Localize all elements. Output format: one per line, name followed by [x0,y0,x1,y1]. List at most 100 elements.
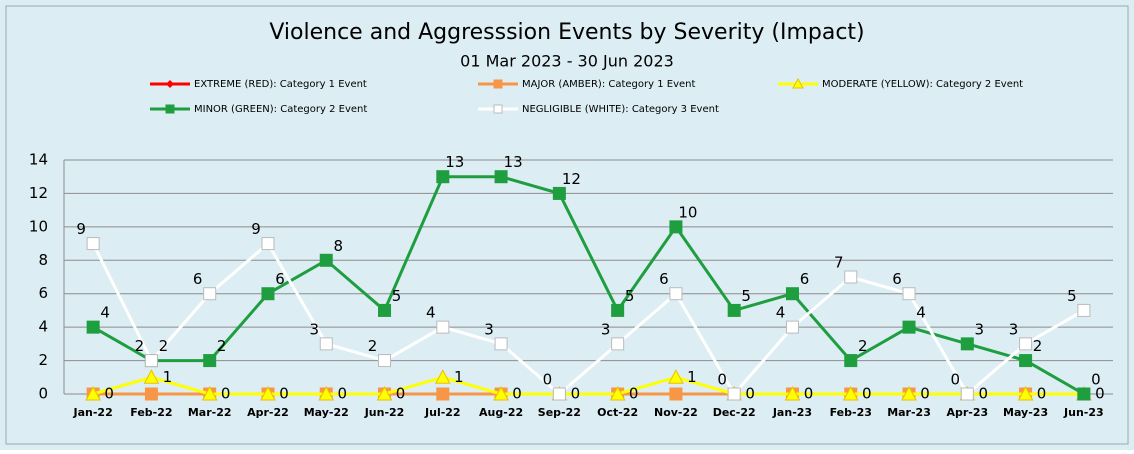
data-point [785,320,799,334]
series-line [91,241,1085,397]
legend-label: MODERATE (YELLOW): Category 2 Event [822,79,1023,90]
y-tick-label: 10 [29,217,48,235]
x-tick-label: Oct-22 [597,406,638,419]
data-point [203,287,217,301]
data-label: 6 [800,270,810,288]
data-label: 9 [76,220,86,238]
data-point [669,387,683,401]
x-tick-label: Feb-23 [830,406,872,419]
data-point [143,369,160,384]
data-label: 0 [104,385,114,403]
data-point [842,385,859,401]
x-tick-label: Mar-23 [887,406,931,419]
data-point [902,320,916,334]
legend-label: MAJOR (AMBER): Category 1 Event [522,79,695,90]
data-label: 4 [100,304,110,322]
data-point [436,387,450,401]
data-label: 0 [571,385,581,403]
data-point [434,369,451,384]
data-point [86,237,100,251]
data-point [784,385,801,401]
data-label: 3 [484,320,494,338]
data-point [378,303,392,317]
legend-label: MINOR (GREEN): Category 2 Event [194,104,367,115]
data-label: 2 [217,337,227,355]
data-point [844,354,858,368]
legend-marker [165,104,175,114]
data-point [611,303,625,317]
x-tick-label: Apr-22 [247,406,289,419]
data-point [203,354,217,368]
data-point [960,387,974,401]
data-label: 13 [504,153,523,171]
data-label: 1 [454,368,464,386]
data-point [201,385,218,401]
legend-marker [493,104,503,114]
data-point [1077,303,1091,317]
data-point [376,385,393,401]
x-tick-label: Nov-22 [654,406,698,419]
data-label: 6 [659,270,669,288]
data-label: 2 [858,337,868,355]
data-point [669,287,683,301]
data-label: 6 [193,270,203,288]
data-label: 0 [717,371,727,389]
data-point [552,387,566,401]
data-label: 0 [629,385,639,403]
data-label: 8 [333,237,343,255]
data-label: 10 [678,203,697,221]
y-tick-label: 6 [38,284,48,302]
data-label: 0 [396,385,406,403]
data-point [960,337,974,351]
data-label: 0 [951,371,961,389]
data-point [844,270,858,284]
data-label: 5 [392,287,402,305]
data-label: 12 [562,170,581,188]
data-label: 0 [745,385,755,403]
data-label: 2 [159,337,169,355]
x-tick-label: Aug-22 [479,406,523,419]
data-point [378,354,392,368]
data-label: 6 [275,270,285,288]
legend-marker [166,80,174,88]
data-point [261,237,275,251]
legend-marker [792,77,804,89]
data-point [611,337,625,351]
data-label: 3 [309,320,319,338]
data-label: 9 [251,220,261,238]
data-point [669,220,683,234]
data-point [1019,354,1033,368]
y-tick-label: 8 [38,251,48,269]
series-line [92,375,1084,396]
data-label: 0 [1091,371,1101,389]
data-label: 3 [601,320,611,338]
data-label: 0 [221,385,231,403]
data-point [901,385,917,401]
x-tick-label: Mar-22 [188,406,232,419]
legend-label: NEGLIGIBLE (WHITE): Category 3 Event [522,104,719,115]
data-label: 7 [834,254,844,272]
y-tick-label: 2 [38,351,48,369]
data-point [727,387,741,401]
x-tick-label: Jun-23 [1063,406,1104,419]
data-point [668,369,684,384]
x-tick-label: Dec-22 [713,406,756,419]
data-label: 4 [426,304,436,322]
x-tick-label: May-23 [1003,406,1048,419]
data-point [144,354,158,368]
data-label: 0 [1037,385,1047,403]
series-line [92,175,1085,396]
data-label: 4 [776,304,786,322]
data-label: 0 [279,385,289,403]
x-tick-label: May-22 [304,406,349,419]
y-tick-label: 0 [38,385,48,403]
data-label: 6 [892,270,902,288]
data-point [1077,387,1091,401]
y-tick-label: 12 [29,184,48,202]
data-label: 2 [368,337,378,355]
data-point [494,337,508,351]
data-point [609,385,626,401]
data-point [86,320,100,334]
data-label: 5 [741,287,751,305]
x-tick-label: Feb-22 [130,406,172,419]
